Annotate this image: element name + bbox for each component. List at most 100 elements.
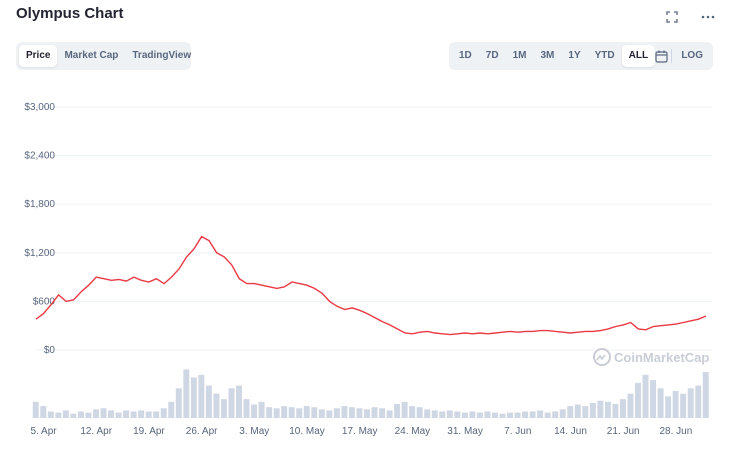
y-tick-label: $1,200 [24, 248, 55, 259]
volume-bar [123, 410, 130, 418]
x-tick-label: 3. May [239, 426, 269, 437]
volume-bar [77, 411, 84, 418]
x-tick-label: 31. May [447, 426, 483, 437]
volume-bar [138, 410, 145, 418]
range-1y[interactable]: 1Y [568, 50, 581, 61]
volume-bar [273, 408, 280, 418]
x-tick-label: 12. Apr [80, 426, 112, 437]
volume-bar [145, 411, 152, 418]
volume-bar [93, 409, 99, 418]
calendar-icon[interactable] [655, 45, 668, 67]
y-tick-label: $600 [33, 296, 56, 307]
volume-bar [394, 403, 401, 418]
volume-bar [642, 374, 649, 418]
x-axis-ticks: 5. Apr 12. Apr 19. Apr 26. Apr 3. May 10. May… [30, 426, 692, 437]
volume-bar [288, 407, 295, 418]
volume-bar [401, 401, 408, 418]
range-7d[interactable]: 7D [485, 50, 499, 61]
range-1m[interactable]: 1M [512, 50, 527, 61]
watermark-logo-mark [596, 354, 606, 361]
expand-icon[interactable] [664, 9, 680, 25]
tab-market-cap[interactable]: Market Cap [64, 50, 119, 61]
volume-bar [687, 388, 694, 418]
volume-bar [702, 372, 709, 418]
range-all[interactable]: ALL [621, 45, 656, 67]
view-tabs: Price Market Cap TradingView [16, 42, 191, 70]
coinmarketcap-watermark: CoinMarketCap [593, 348, 709, 366]
volume-bar [416, 407, 423, 418]
volume-bar [589, 402, 596, 418]
volume-bar [612, 403, 619, 418]
x-tick-label: 17. May [342, 426, 378, 437]
expand-icon-graphic [666, 11, 678, 23]
log-scale-toggle[interactable]: LOG [681, 50, 703, 61]
volume-bar [597, 400, 604, 418]
page-title: Olympus Chart [16, 5, 124, 22]
x-tick-label: 19. Apr [133, 426, 165, 437]
volume-bar [672, 391, 679, 418]
volume-bar [484, 411, 491, 418]
volume-bar [333, 408, 340, 418]
volume-bar [168, 401, 175, 418]
range-ytd[interactable]: YTD [594, 50, 615, 61]
volume-bar [409, 406, 416, 418]
volume-bar [220, 399, 227, 418]
x-tick-label: 7. Jun [504, 426, 531, 437]
volume-bar [258, 401, 265, 418]
y-tick-label: $2,400 [24, 151, 55, 162]
volume-bar [303, 406, 310, 418]
volume-bar [348, 407, 355, 418]
volume-bar [228, 388, 235, 418]
x-tick-label: 28. Jun [659, 426, 692, 437]
range-3m[interactable]: 3M [540, 50, 555, 61]
volume-bar [251, 404, 258, 418]
volume-bar [386, 410, 393, 418]
volume-bar [582, 406, 589, 418]
volume-bar [55, 412, 62, 418]
volume-bar [431, 410, 438, 418]
volume-bar [522, 411, 529, 418]
volume-bar [461, 412, 468, 418]
volume-bar [213, 393, 220, 418]
tab-price[interactable]: Price [19, 45, 58, 67]
volume-bar [439, 411, 446, 418]
volume-bar [100, 408, 107, 418]
y-axis-ticks: $3,000 $2,400 $1,800 $1,200 $600 $0 [24, 102, 55, 356]
y-tick-label: $0 [44, 345, 56, 356]
volume-bar [153, 411, 160, 418]
volume-bar [507, 412, 513, 418]
volume-bar [175, 388, 182, 418]
volume-bar [695, 385, 702, 418]
watermark-logo-icon [593, 348, 611, 366]
volume-bar [40, 406, 47, 418]
volume-bar [356, 408, 363, 418]
volume-bar [604, 401, 611, 418]
volume-bar [552, 411, 559, 418]
calendar-icon-graphic [655, 50, 668, 63]
volume-bar [160, 408, 167, 418]
tab-tradingview[interactable]: TradingView [132, 50, 192, 61]
x-tick-label: 14. Jun [554, 426, 587, 437]
volume-bar [311, 407, 318, 418]
volume-bar [130, 411, 137, 418]
more-dots-graphic [701, 15, 715, 19]
volume-bar [665, 396, 672, 418]
volume-bar [514, 412, 521, 418]
volume-bar [115, 412, 122, 418]
volume-bar [537, 410, 544, 418]
volume-bar [559, 409, 566, 418]
x-tick-label: 26. Apr [186, 426, 218, 437]
volume-bar [529, 411, 536, 418]
volume-bar [635, 382, 641, 418]
volume-bar [341, 406, 348, 418]
more-horizontal-icon[interactable] [700, 9, 716, 25]
volume-bar [619, 399, 626, 418]
volume-bar [364, 409, 370, 418]
volume-bar [32, 401, 39, 418]
volume-bar [469, 411, 476, 418]
volume-bar [379, 408, 386, 418]
range-1d[interactable]: 1D [459, 50, 472, 61]
chart-grid [36, 106, 712, 351]
x-tick-label: 21. Jun [607, 426, 640, 437]
